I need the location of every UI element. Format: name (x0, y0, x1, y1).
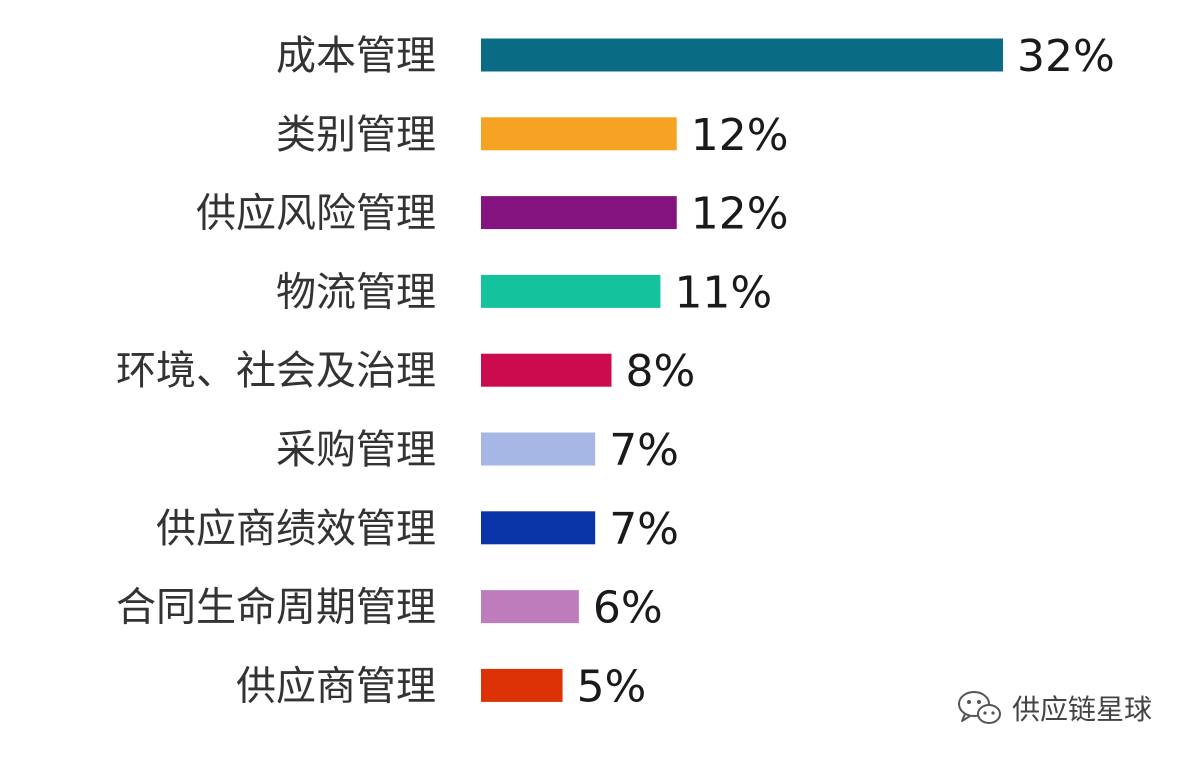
bar (481, 590, 579, 624)
value-label: 7% (609, 504, 679, 555)
bar (481, 196, 677, 230)
category-label: 供应商管理 (236, 663, 436, 709)
bar (481, 353, 612, 387)
value-label: 7% (609, 425, 679, 476)
value-label: 12% (691, 110, 789, 161)
category-label: 物流管理 (276, 269, 436, 315)
category-label: 成本管理 (276, 33, 436, 79)
category-label: 供应风险管理 (196, 191, 436, 237)
category-label: 类别管理 (276, 112, 436, 158)
category-label: 供应商绩效管理 (156, 506, 436, 552)
bar (481, 117, 677, 151)
bar (481, 38, 1003, 72)
value-label: 6% (593, 583, 663, 634)
bar (481, 432, 596, 466)
category-label: 合同生命周期管理 (116, 585, 436, 631)
value-label: 12% (691, 189, 789, 240)
watermark-text: 供应链星球 (1012, 693, 1153, 726)
category-label: 采购管理 (276, 427, 436, 473)
category-label: 环境、社会及治理 (116, 348, 436, 394)
value-label: 32% (1017, 31, 1115, 82)
bar (481, 274, 661, 308)
value-label: 11% (674, 267, 772, 318)
bar (481, 668, 563, 702)
value-label: 5% (577, 661, 647, 712)
value-label: 8% (626, 346, 696, 397)
watermark: 供应链星球 (956, 686, 1152, 730)
wechat-icon (958, 691, 1001, 724)
bar (481, 511, 596, 545)
